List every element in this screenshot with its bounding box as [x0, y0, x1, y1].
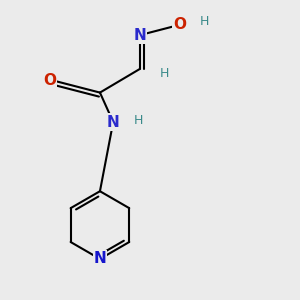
Text: H: H [160, 67, 169, 80]
Text: H: H [200, 15, 209, 28]
Text: N: N [107, 115, 120, 130]
Text: O: O [44, 73, 56, 88]
Text: H: H [134, 114, 143, 127]
Text: N: N [133, 28, 146, 43]
Text: O: O [173, 17, 186, 32]
Text: N: N [94, 251, 106, 266]
